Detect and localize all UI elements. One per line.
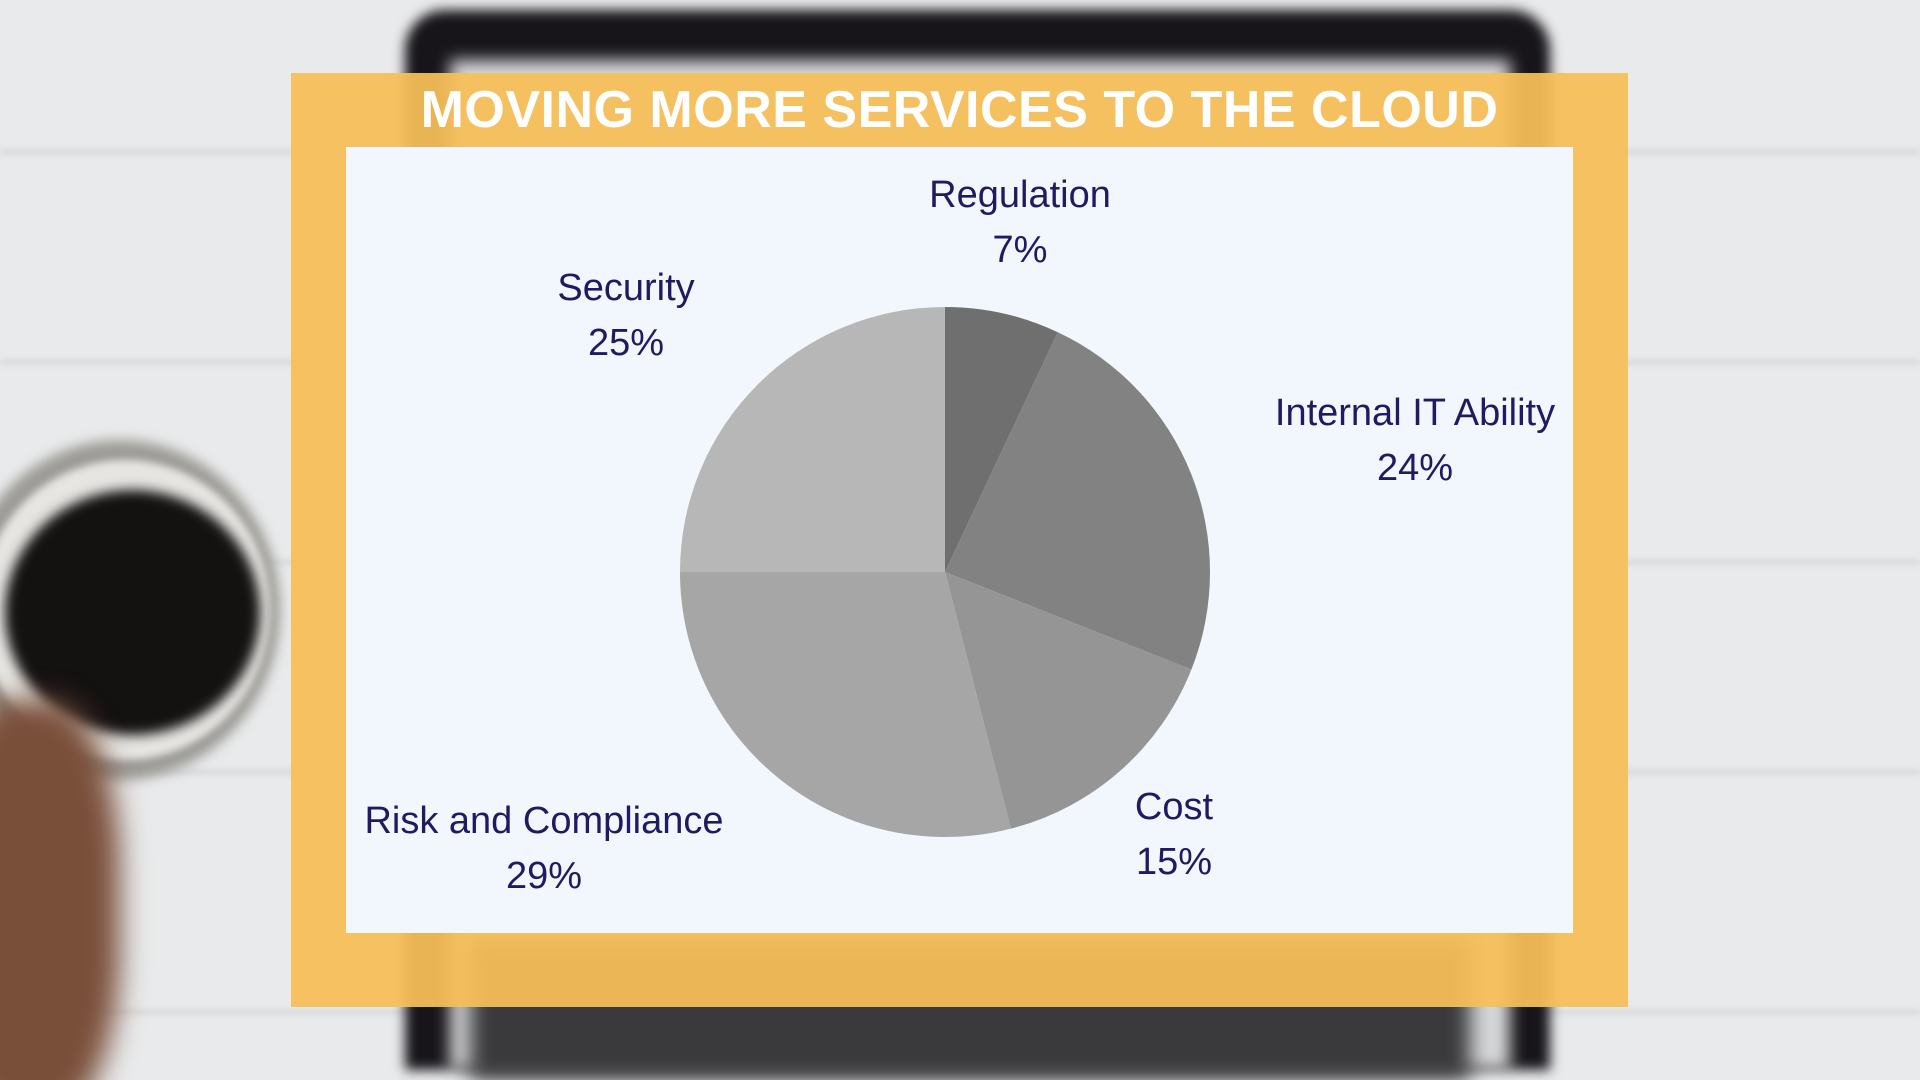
slice-value-security: 25% — [588, 322, 664, 364]
slice-value-regulation: 7% — [993, 229, 1048, 271]
pie-slice-security — [680, 307, 945, 572]
slice-label-regulation: Regulation — [929, 174, 1111, 216]
slice-label-internal-it-ability: Internal IT Ability — [1275, 392, 1555, 434]
slice-value-risk-and-compliance: 29% — [506, 855, 582, 897]
coffee — [5, 490, 260, 735]
slice-value-internal-it-ability: 24% — [1377, 447, 1453, 489]
pie-slice-internal-it-ability — [945, 332, 1210, 670]
slice-label-risk-and-compliance: Risk and Compliance — [364, 800, 723, 842]
pie-slice-risk-and-compliance — [680, 572, 1011, 837]
chart-title: MOVING MORE SERVICES TO THE CLOUD — [420, 81, 1499, 139]
hand — [0, 700, 120, 1080]
pie-slice-cost — [945, 572, 1192, 829]
slice-value-cost: 15% — [1136, 841, 1212, 883]
chart-panel: Regulation 7% Internal IT Ability 24% Cost 15… — [346, 147, 1573, 933]
pie-slice-regulation — [945, 307, 1058, 572]
slice-label-cost: Cost — [1135, 786, 1214, 828]
slice-label-security: Security — [557, 267, 694, 309]
pie-chart: Regulation 7% Internal IT Ability 24% Cost 15… — [364, 174, 1555, 897]
